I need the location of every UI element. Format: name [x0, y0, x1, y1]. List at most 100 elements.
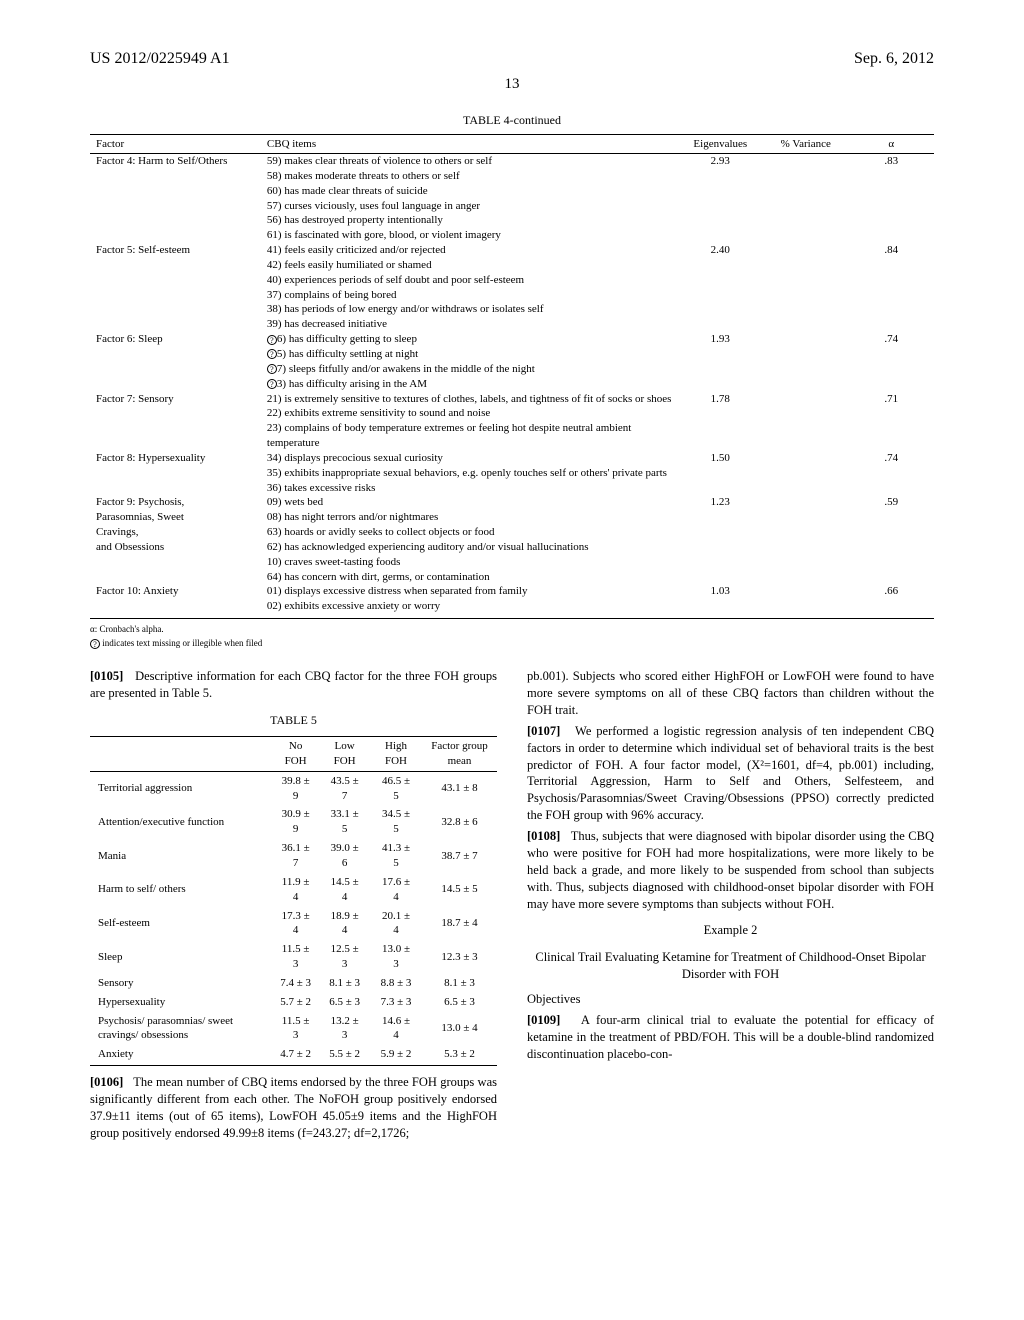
variance-cell — [763, 525, 848, 540]
table-cell: 11.9 ± 4 — [272, 873, 319, 907]
table-cell: 13.0 ± 3 — [370, 940, 422, 974]
factor-cell — [90, 362, 261, 377]
objectives-heading: Objectives — [527, 991, 934, 1008]
item-cell: ?7) sleeps fitfully and/or awakens in th… — [261, 362, 678, 377]
table-row: Sleep11.5 ± 312.5 ± 313.0 ± 312.3 ± 3 — [90, 940, 497, 974]
factor-cell: and Obsessions — [90, 540, 261, 555]
t5-col0 — [90, 737, 272, 772]
table-row: Factor 8: Hypersexuality34) displays pre… — [90, 451, 934, 466]
alpha-cell — [848, 199, 934, 214]
table-row: 64) has concern with dirt, germs, or con… — [90, 570, 934, 585]
factor-cell — [90, 421, 261, 451]
table-cell: 5.3 ± 2 — [422, 1045, 497, 1065]
variance-cell — [763, 332, 848, 347]
item-cell: 56) has destroyed property intentionally — [261, 213, 678, 228]
table4: Factor CBQ items Eigenvalues % Variance … — [90, 134, 934, 619]
variance-cell — [763, 154, 848, 169]
circled-question-icon: ? — [267, 364, 277, 374]
para-0109: [0109] A four-arm clinical trial to eval… — [527, 1012, 934, 1063]
table-cell: Psychosis/ parasomnias/ sweet cravings/ … — [90, 1012, 272, 1046]
table-row: Attention/executive function30.9 ± 933.1… — [90, 805, 497, 839]
item-cell: 23) complains of body temperature extrem… — [261, 421, 678, 451]
table-cell: 39.8 ± 9 — [272, 771, 319, 805]
item-cell: 02) exhibits excessive anxiety or worry — [261, 599, 678, 618]
table-cell: 11.5 ± 3 — [272, 940, 319, 974]
table-cell: 30.9 ± 9 — [272, 805, 319, 839]
variance-cell — [763, 510, 848, 525]
table4-footnotes: α: Cronbach's alpha. ? indicates text mi… — [90, 623, 934, 650]
table-cell: 18.7 ± 4 — [422, 907, 497, 941]
table-cell: 7.4 ± 3 — [272, 974, 319, 993]
eigen-cell — [678, 406, 763, 421]
table5: No FOH Low FOH High FOH Factor group mea… — [90, 736, 497, 1066]
footnote-circled: ? indicates text missing or illegible wh… — [90, 637, 934, 651]
footnote-alpha: α: Cronbach's alpha. — [90, 623, 934, 637]
table-row: Factor 9: Psychosis,09) wets bed1.23.59 — [90, 495, 934, 510]
table-cell: 32.8 ± 6 — [422, 805, 497, 839]
alpha-cell: .59 — [848, 495, 934, 510]
t5-col4: Factor group mean — [422, 737, 497, 772]
table-row: Harm to self/ others11.9 ± 414.5 ± 417.6… — [90, 873, 497, 907]
table-cell: 8.1 ± 3 — [319, 974, 370, 993]
eigen-cell — [678, 481, 763, 496]
eigen-cell — [678, 466, 763, 481]
table-cell: 33.1 ± 5 — [319, 805, 370, 839]
eigen-cell — [678, 199, 763, 214]
factor-cell — [90, 302, 261, 317]
table-row: 40) experiences periods of self doubt an… — [90, 273, 934, 288]
eigen-cell — [678, 599, 763, 618]
alpha-cell — [848, 362, 934, 377]
alpha-cell: .74 — [848, 332, 934, 347]
item-cell: 61) is fascinated with gore, blood, or v… — [261, 228, 678, 243]
table-cell: 13.2 ± 3 — [319, 1012, 370, 1046]
alpha-cell — [848, 466, 934, 481]
factor-cell — [90, 288, 261, 303]
table-row: 38) has periods of low energy and/or wit… — [90, 302, 934, 317]
item-cell: ?5) has difficulty settling at night — [261, 347, 678, 362]
eigen-cell — [678, 184, 763, 199]
item-cell: 37) complains of being bored — [261, 288, 678, 303]
factor-cell: Parasomnias, Sweet — [90, 510, 261, 525]
factor-cell: Factor 8: Hypersexuality — [90, 451, 261, 466]
table-cell: 8.8 ± 3 — [370, 974, 422, 993]
eigen-cell — [678, 317, 763, 332]
table-cell: 36.1 ± 7 — [272, 839, 319, 873]
variance-cell — [763, 184, 848, 199]
example2-heading: Example 2 — [527, 922, 934, 939]
table-cell: 18.9 ± 4 — [319, 907, 370, 941]
table-row: 42) feels easily humiliated or shamed — [90, 258, 934, 273]
alpha-cell — [848, 525, 934, 540]
table-row: ?7) sleeps fitfully and/or awakens in th… — [90, 362, 934, 377]
factor-cell — [90, 228, 261, 243]
eigen-cell — [678, 347, 763, 362]
variance-cell — [763, 317, 848, 332]
table-cell: 5.7 ± 2 — [272, 993, 319, 1012]
eigen-cell — [678, 169, 763, 184]
table-row: 57) curses viciously, uses foul language… — [90, 199, 934, 214]
table-cell: 11.5 ± 3 — [272, 1012, 319, 1046]
eigen-cell — [678, 273, 763, 288]
variance-cell — [763, 392, 848, 407]
alpha-cell — [848, 481, 934, 496]
table5-caption: TABLE 5 — [90, 712, 497, 728]
table-row: Anxiety4.7 ± 25.5 ± 25.9 ± 25.3 ± 2 — [90, 1045, 497, 1065]
table-cell: 12.5 ± 3 — [319, 940, 370, 974]
eigen-cell — [678, 421, 763, 451]
publication-number: US 2012/0225949 A1 — [90, 50, 230, 68]
table-cell: 38.7 ± 7 — [422, 839, 497, 873]
alpha-cell: .84 — [848, 243, 934, 258]
variance-cell — [763, 347, 848, 362]
factor-cell: Factor 7: Sensory — [90, 392, 261, 407]
table-cell: 5.5 ± 2 — [319, 1045, 370, 1065]
table-row: Factor 4: Harm to Self/Others59) makes c… — [90, 154, 934, 169]
item-cell: 38) has periods of low energy and/or wit… — [261, 302, 678, 317]
factor-cell — [90, 555, 261, 570]
factor-cell — [90, 213, 261, 228]
alpha-cell — [848, 184, 934, 199]
table4-header-row: Factor CBQ items Eigenvalues % Variance … — [90, 135, 934, 154]
para-0107: [0107] We performed a logistic regressio… — [527, 723, 934, 824]
example2-title: Clinical Trail Evaluating Ketamine for T… — [527, 949, 934, 983]
eigen-cell: 1.93 — [678, 332, 763, 347]
table4-caption: TABLE 4-continued — [90, 113, 934, 128]
table-cell: 14.5 ± 4 — [319, 873, 370, 907]
